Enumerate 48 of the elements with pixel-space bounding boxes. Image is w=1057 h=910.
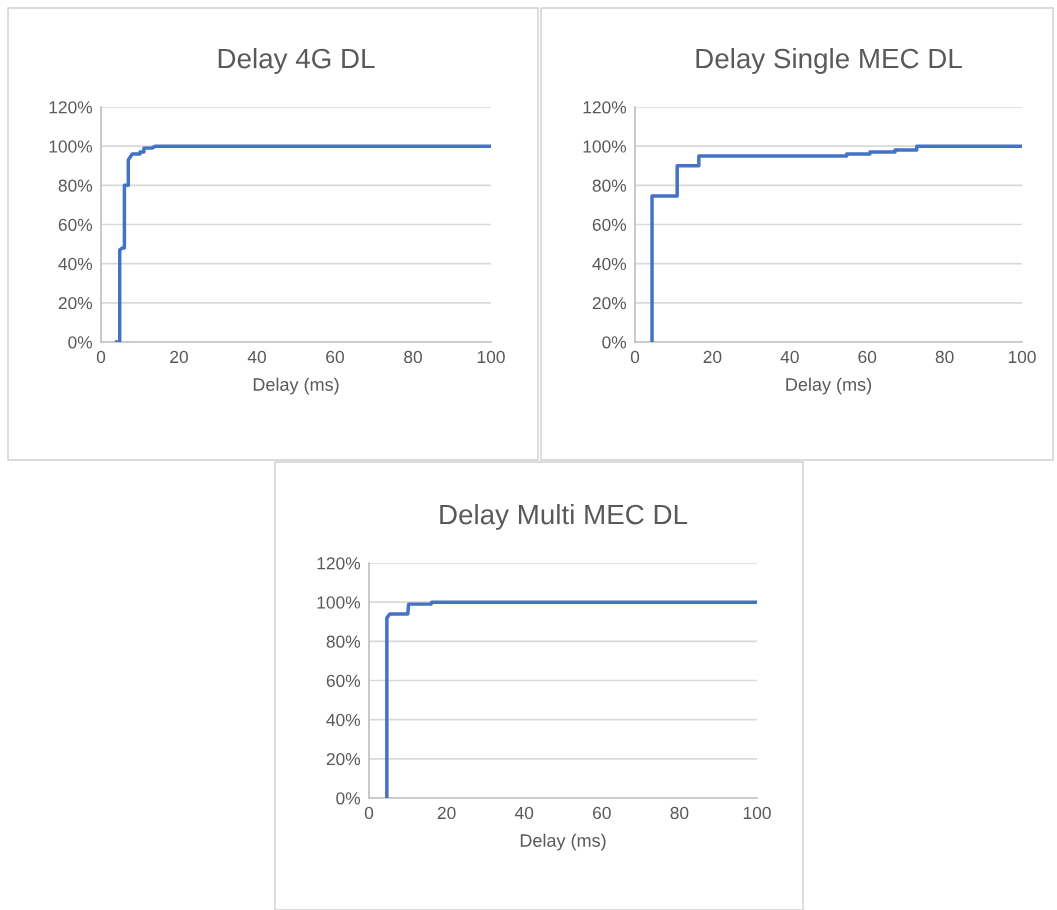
x-tick-label: 100 [1008, 350, 1036, 364]
y-tick-label: 20% [592, 297, 627, 310]
y-tick-label: 0% [68, 336, 93, 349]
x-axis-title: Delay (ms) [520, 833, 606, 851]
y-tick-label: 100% [49, 140, 93, 153]
x-tick-label: 40 [514, 806, 534, 820]
x-tick-label: 60 [593, 806, 611, 820]
x-axis-title: Delay (ms) [786, 377, 872, 395]
x-tick-label: 80 [404, 350, 422, 364]
y-tick-label: 80% [58, 179, 93, 192]
x-tick-label: 40 [247, 350, 266, 364]
x-tick-label: 20 [703, 350, 722, 364]
x-tick-label: 60 [858, 350, 877, 364]
chart-title: Delay 4G DL [218, 47, 375, 74]
x-tick-label: 100 [743, 806, 771, 820]
chart-title: Delay Single MEC DL [696, 47, 962, 74]
y-tick-label: 120% [583, 101, 627, 114]
y-tick-label: 0% [336, 792, 361, 805]
x-axis-title: Delay (ms) [253, 377, 339, 395]
x-tick-label: 80 [935, 350, 954, 364]
line-series [114, 144, 491, 342]
x-tick-label: 0 [96, 350, 106, 364]
y-tick-label: 60% [326, 674, 361, 687]
y-tick-label: 80% [592, 179, 627, 192]
x-tick-label: 40 [780, 350, 799, 364]
y-tick-label: 40% [592, 257, 627, 271]
chart-title: Delay Multi MEC DL [440, 503, 688, 530]
x-tick-label: 0 [630, 350, 640, 364]
y-tick-label: 20% [326, 753, 361, 766]
y-tick-label: 120% [317, 557, 361, 570]
x-tick-label: 20 [170, 350, 188, 364]
y-tick-label: 0% [602, 336, 627, 349]
line-series [650, 144, 1022, 342]
x-tick-label: 60 [326, 350, 344, 364]
x-tick-label: 80 [670, 806, 689, 820]
y-tick-label: 100% [317, 596, 361, 609]
y-tick-label: 40% [58, 257, 93, 271]
y-tick-label: 120% [49, 101, 93, 114]
x-tick-label: 0 [364, 806, 374, 820]
y-tick-label: 60% [58, 218, 93, 231]
y-tick-label: 40% [326, 713, 361, 727]
x-tick-label: 20 [437, 806, 456, 820]
y-tick-label: 100% [583, 140, 627, 153]
y-tick-label: 20% [58, 297, 93, 310]
y-tick-label: 60% [592, 218, 627, 231]
y-tick-label: 80% [326, 635, 361, 648]
line-series [385, 600, 757, 798]
x-tick-label: 100 [477, 350, 505, 364]
